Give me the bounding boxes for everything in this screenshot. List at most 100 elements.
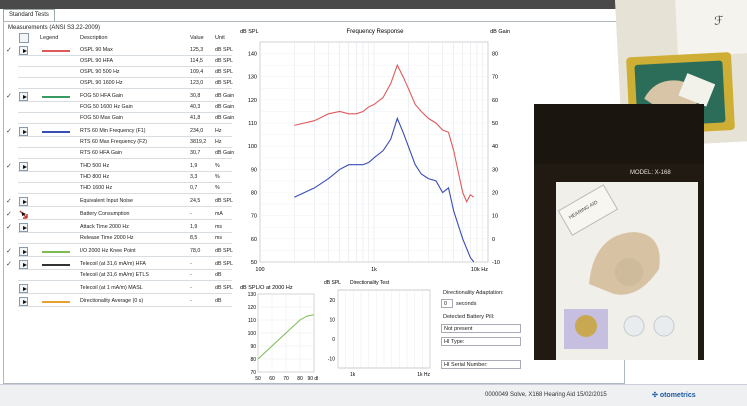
row-checkbox[interactable] [6, 284, 15, 293]
row-value: 78,0 [190, 248, 201, 254]
row-unit: dB SPL [215, 198, 233, 204]
table-row[interactable]: OSPL 90 1600 Hz 123,0 dB SPL [18, 78, 233, 89]
battery-field[interactable]: Not present [441, 324, 521, 333]
play-icon[interactable] [19, 92, 28, 101]
y-tick-left: 70 [251, 214, 257, 220]
dir-x-tick: 1k [350, 372, 356, 378]
dir-y-tick: 0 [332, 337, 335, 343]
adaptation-unit: seconds [456, 301, 477, 307]
row-unit: dB SPL [215, 69, 233, 75]
table-row[interactable]: OSPL 90 HFA 114,5 dB SPL [18, 56, 233, 67]
io-y-tick: 70 [250, 370, 256, 376]
play-icon[interactable] [19, 247, 28, 256]
io-x-tick: 60 [269, 376, 275, 382]
row-checkbox[interactable]: ✓ [6, 248, 12, 255]
adaptation-label: Directionality Adaptation: [443, 290, 504, 296]
y-tick-right: 80 [492, 52, 498, 58]
table-row[interactable]: ✓ THD 500 Hz 1,9% [6, 161, 232, 172]
status-text: 0000049 Solve, X168 Hearing Aid 15/02/20… [485, 392, 607, 398]
row-description: RTS 60 HFA Gain [80, 150, 123, 156]
row-checkbox[interactable]: ✓ [6, 211, 12, 218]
battery-arrow-icon[interactable] [19, 210, 28, 219]
table-row[interactable]: RTS 60 HFA Gain 30,7 dB Gain [18, 148, 234, 159]
table-row[interactable]: Release Time 2000 Hz 8,5 ms [18, 233, 232, 244]
row-checkbox[interactable]: ✓ [6, 47, 12, 54]
chart-title: Frequency Response [346, 29, 404, 35]
row-checkbox[interactable]: ✓ [6, 93, 12, 100]
row-unit: dB Gain [215, 93, 235, 99]
row-checkbox[interactable]: ✓ [6, 224, 12, 231]
row-value: 125,3 [190, 47, 204, 53]
io-chart-title: dB SPL/O at 2000 Hz [240, 285, 293, 291]
table-row[interactable]: ✓ Equivalent Input Noise 24,5 dB SPL [6, 196, 233, 207]
row-checkbox[interactable]: ✓ [6, 198, 12, 205]
io-y-tick: 80 [250, 357, 256, 363]
play-icon[interactable] [19, 46, 28, 55]
play-all-button[interactable] [19, 33, 29, 43]
y-tick-left: 80 [251, 191, 257, 197]
table-row[interactable]: THD 1600 Hz 0,7% [18, 183, 232, 194]
col-legend: Legend [40, 35, 59, 41]
row-checkbox[interactable]: ✓ [6, 261, 12, 268]
y-tick-right: 60 [492, 98, 498, 104]
io-series-line [257, 314, 315, 360]
table-row[interactable]: ✓ Battery Consumption - mA [6, 209, 232, 220]
table-row[interactable]: ✓ I/O 2000 Hz Knee Point 78,0 dB SPL [6, 246, 233, 257]
y-tick-right: 50 [492, 121, 498, 127]
hearing-aid-box-photo-2: MODEL: X-168 HEARING AID [534, 104, 704, 360]
row-description: OSPL 90 500 Hz [80, 69, 120, 75]
table-row[interactable]: ✓ Attack Time 2000 Hz 1,9 ms [6, 222, 232, 233]
play-icon[interactable] [19, 162, 28, 171]
row-unit: dB SPL [215, 261, 233, 267]
status-bar: 0000049 Solve, X168 Hearing Aid 15/02/20… [0, 384, 747, 406]
table-row[interactable]: ✓ OSPL 90 Max 125,3 dB SPL [6, 45, 233, 56]
row-checkbox[interactable]: ✓ [6, 128, 12, 135]
table-row[interactable]: OSPL 90 500 Hz 109,4 dB SPL [18, 67, 233, 78]
table-row[interactable]: ✓ RTS 60 Min Frequency (F1) 234,0 Hz [6, 126, 232, 137]
legend-line [42, 264, 70, 266]
play-icon[interactable] [19, 197, 28, 206]
adaptation-input[interactable]: 0 [441, 299, 453, 308]
play-icon[interactable] [19, 260, 28, 269]
row-value: 30,8 [190, 93, 201, 99]
hi-type-field[interactable]: HI Type: [441, 337, 521, 346]
dir-y-tick: -10 [328, 356, 335, 362]
io-x-tick: 90 dB [307, 376, 318, 382]
row-unit: mA [215, 211, 223, 217]
row-unit: dB SPL [215, 248, 233, 254]
table-row[interactable]: ✓ Telecoil (at 31,6 mA/m) HFA - dB SPL [6, 259, 233, 270]
row-description: OSPL 90 HFA [80, 58, 114, 64]
table-row[interactable]: FOG 50 Max Gain 41,8 dB Gain [18, 113, 234, 124]
table-row[interactable]: RTS 60 Max Frequency (F2) 3819,2 Hz [18, 137, 232, 148]
window-titlebar [0, 0, 625, 9]
row-description: Equivalent Input Noise [80, 198, 134, 204]
play-icon[interactable] [19, 223, 28, 232]
play-icon[interactable] [19, 297, 28, 306]
row-description: OSPL 90 Max [80, 47, 113, 53]
tab-standard-tests[interactable]: Standard Tests [3, 9, 55, 22]
table-row[interactable]: ✓ FOG 50 HFA Gain 30,8 dB Gain [6, 91, 235, 102]
logo-icon: ✣ [652, 392, 660, 399]
dir-ylabel: dB SPL [324, 280, 341, 286]
row-unit: Hz [215, 139, 222, 145]
row-unit: dB SPL [215, 285, 233, 291]
row-checkbox[interactable]: ✓ [6, 163, 12, 170]
table-row[interactable]: FOG 50 1600 Hz Gain 40,3 dB Gain [18, 102, 235, 113]
table-row[interactable]: Directionality Average (0 s) - dB [18, 296, 232, 307]
row-unit: dB Gain [215, 104, 235, 110]
dir-title: Directionality Test [350, 280, 390, 286]
play-icon[interactable] [19, 284, 28, 293]
table-row[interactable]: Telecoil (at 1 mA/m) MASL - dB SPL [18, 283, 233, 294]
chart-ylabel-left: dB SPL [240, 29, 259, 35]
row-description: Directionality Average (0 s) [80, 298, 144, 304]
row-value: 123,0 [190, 80, 204, 86]
row-checkbox[interactable] [6, 297, 15, 306]
table-row[interactable]: THD 800 Hz 3,3% [18, 172, 232, 183]
play-icon[interactable] [19, 127, 28, 136]
x-tick: 100 [255, 267, 264, 273]
y-tick-right: 30 [492, 167, 498, 173]
serial-field[interactable]: HI Serial Number: [441, 360, 521, 369]
row-unit: Hz [215, 128, 222, 134]
row-description: OSPL 90 1600 Hz [80, 80, 123, 86]
table-row[interactable]: Telecoil (at 31,6 mA/m) ETLS - dB [18, 270, 232, 281]
